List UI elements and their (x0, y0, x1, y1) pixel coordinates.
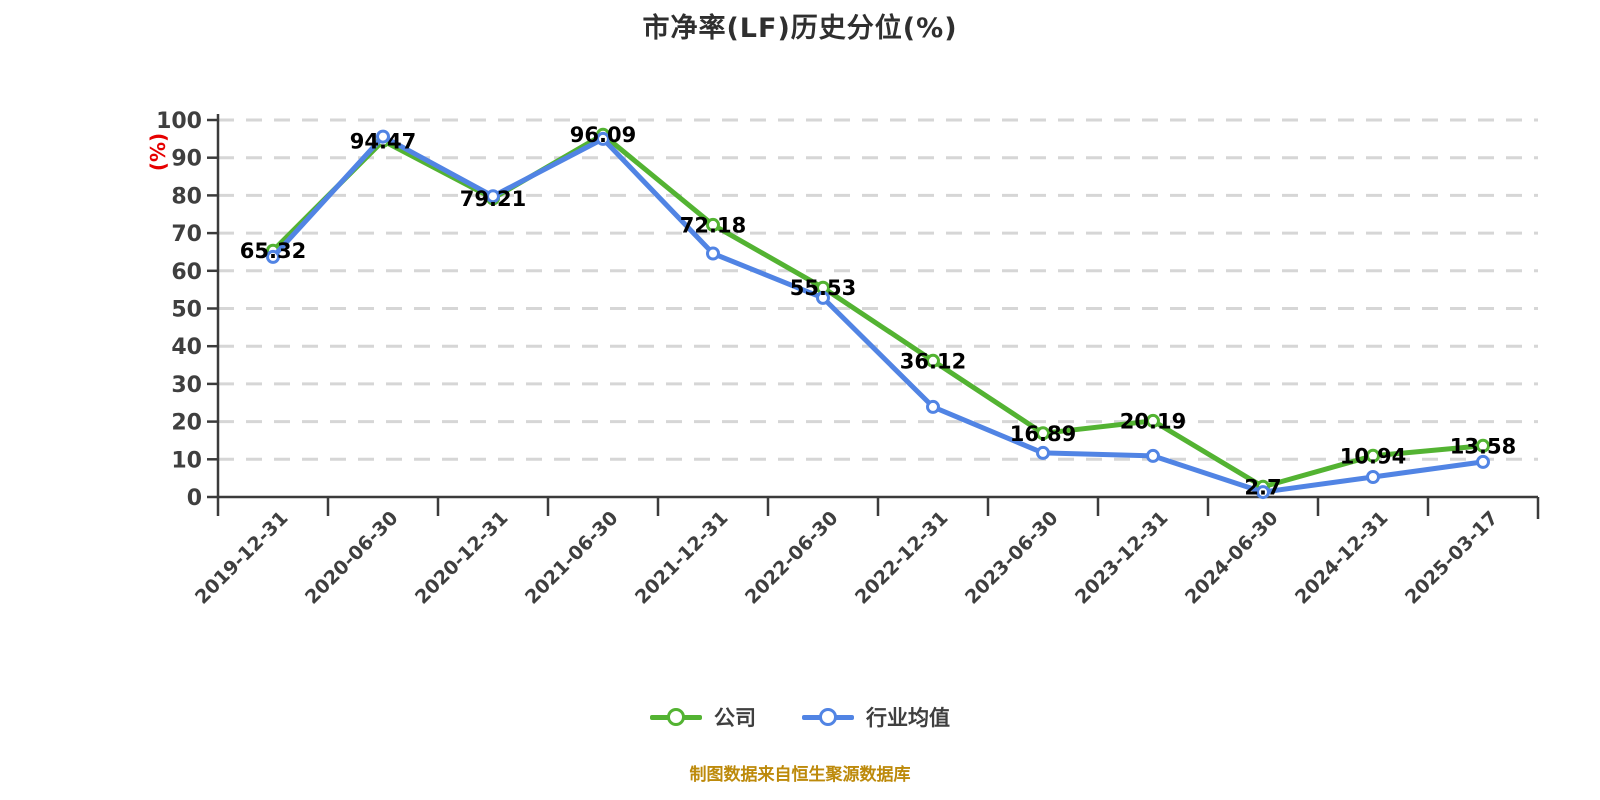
data-point-marker (1366, 470, 1380, 484)
data-point-marker (926, 399, 940, 414)
industry-average-series (266, 129, 1490, 500)
data-point-marker (1476, 454, 1490, 469)
data-point-marker (926, 353, 940, 368)
data-point-marker (1146, 448, 1160, 463)
grid-lines (218, 118, 1538, 461)
data-point-marker (486, 189, 500, 204)
x-axis-label: 2021-12-31 (631, 507, 733, 609)
data-value-label: 20.19 (1120, 409, 1186, 433)
data-value-label: 16.89 (1010, 422, 1076, 446)
data-point-marker (376, 129, 390, 144)
x-axis-label: 2025-03-17 (1401, 507, 1503, 609)
data-point-marker (1036, 426, 1050, 441)
data-point-marker (706, 217, 720, 232)
x-axis-label: 2020-12-31 (411, 507, 513, 609)
data-point-marker (596, 131, 610, 146)
legend-item-company[interactable]: 公司 (650, 702, 756, 732)
y-axis-tick-labels: 0 10 20 30 40 50 60 70 80 90 100 (156, 109, 202, 511)
svg-text:40: 40 (171, 335, 202, 360)
legend-label-company: 公司 (714, 706, 756, 730)
svg-text:0: 0 (187, 486, 202, 511)
svg-text:20: 20 (171, 411, 202, 436)
x-axis-label: 2024-12-31 (1291, 507, 1393, 609)
data-point-marker (1366, 448, 1380, 463)
data-value-labels: 65.32 94.47 79.21 96.09 72.18 55.53 36.12 16.89… (240, 123, 1516, 499)
company-series (266, 127, 1490, 494)
data-value-label: 13.58 (1450, 434, 1516, 458)
x-axis-label: 2023-06-30 (961, 507, 1063, 609)
data-source-note: 制图数据来自恒生聚源数据库 (689, 765, 911, 785)
legend-label-industry-average: 行业均值 (866, 706, 950, 730)
x-axis-tick-labels: 2019-12-31 2020-06-30 2020-12-31 2021-06-30… (191, 507, 1503, 609)
svg-text:90: 90 (171, 147, 202, 172)
svg-text:100: 100 (156, 109, 202, 134)
svg-text:70: 70 (171, 222, 202, 247)
x-axis-label: 2021-06-30 (521, 507, 623, 609)
data-point-marker (816, 290, 830, 305)
company-series-marker-icon (650, 707, 702, 727)
data-value-label: 55.53 (790, 276, 856, 300)
svg-text:60: 60 (171, 260, 202, 285)
data-point-marker (1036, 445, 1050, 460)
data-point-marker (1476, 438, 1490, 453)
x-axis-label: 2022-06-30 (741, 507, 843, 609)
x-axis-label: 2020-06-30 (301, 507, 403, 609)
data-value-label: 65.32 (240, 239, 306, 263)
x-axis-label: 2024-06-30 (1181, 507, 1283, 609)
data-value-label: 79.21 (460, 187, 526, 211)
legend-item-industry-average[interactable]: 行业均值 (802, 702, 950, 732)
data-point-marker (266, 249, 280, 264)
axes (207, 114, 1540, 519)
x-axis-label: 2019-12-31 (191, 507, 293, 609)
data-point-marker (1256, 485, 1270, 500)
data-value-label: 36.12 (900, 349, 966, 373)
svg-text:10: 10 (171, 448, 202, 473)
x-axis-label: 2023-12-31 (1071, 507, 1173, 609)
data-value-label: 2.7 (1244, 475, 1281, 499)
x-axis-label: 2022-12-31 (851, 507, 953, 609)
svg-text:30: 30 (171, 373, 202, 398)
chart-title: 市净率(LF)历史分位(%) (642, 13, 958, 44)
svg-text:50: 50 (171, 298, 202, 323)
chart-legend: 公司 行业均值 (0, 702, 1600, 732)
data-value-label: 94.47 (350, 129, 416, 153)
data-value-label: 72.18 (680, 213, 746, 237)
svg-text:80: 80 (171, 184, 202, 209)
industry-series-marker-icon (802, 707, 854, 727)
data-point-marker (1146, 413, 1160, 428)
data-point-marker (706, 246, 720, 261)
data-value-label: 10.94 (1340, 444, 1406, 468)
data-value-label: 96.09 (570, 123, 636, 147)
